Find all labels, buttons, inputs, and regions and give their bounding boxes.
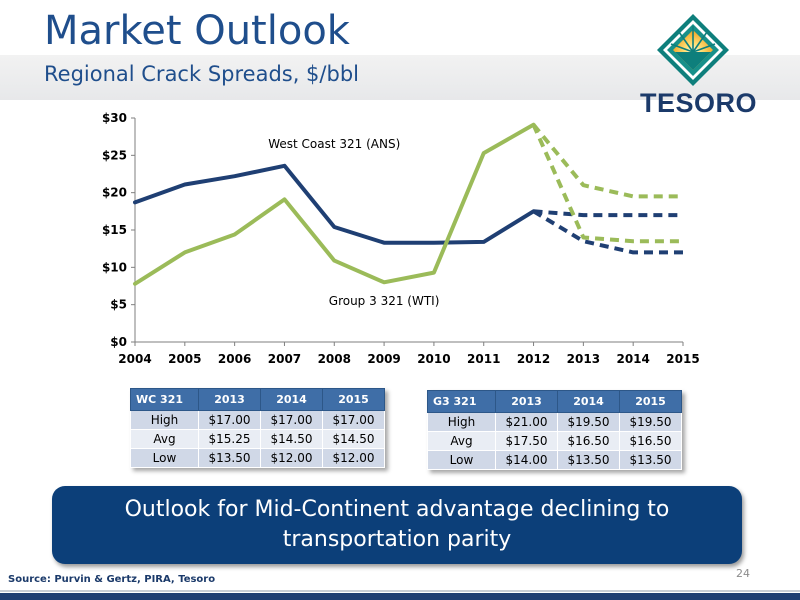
x-tick-label: 2014 xyxy=(616,352,649,366)
y-tick-label: $20 xyxy=(102,186,127,200)
header-band xyxy=(0,55,800,100)
footer-bar xyxy=(0,593,800,600)
table-header-cell: 2013 xyxy=(495,390,558,413)
table-header-cell: 2014 xyxy=(260,388,323,411)
forecast-line xyxy=(531,123,683,199)
table-cell: $17.00 xyxy=(198,410,261,430)
y-tick-label: $0 xyxy=(110,335,127,349)
x-tick-label: 2007 xyxy=(268,352,301,366)
table-row: High $17.00 $17.00 $17.00 xyxy=(130,410,385,430)
x-tick-label: 2010 xyxy=(417,352,450,366)
table-header-cell: 2015 xyxy=(322,388,385,411)
forecast-line xyxy=(533,209,683,218)
callout-text: Outlook for Mid-Continent advantage decl… xyxy=(124,497,670,552)
table-cell: $12.00 xyxy=(322,448,385,468)
table-cell: $14.00 xyxy=(495,450,558,470)
x-tick-label: 2013 xyxy=(567,352,600,366)
table-cell: $14.50 xyxy=(260,429,323,449)
page-number: 24 xyxy=(736,567,750,580)
x-tick-label: 2015 xyxy=(666,352,699,366)
table-cell: $17.00 xyxy=(260,410,323,430)
forecast-line xyxy=(532,209,683,255)
table-cell: $13.50 xyxy=(619,450,682,470)
x-tick-label: 2012 xyxy=(517,352,550,366)
table-cell: High xyxy=(130,410,199,430)
x-tick-label: 2004 xyxy=(118,352,151,366)
table-cell: $17.50 xyxy=(495,431,558,451)
table-header-cell: 2014 xyxy=(557,390,620,413)
tesoro-logo-icon xyxy=(657,14,729,86)
table-cell: Low xyxy=(130,448,199,468)
table-cell: $13.50 xyxy=(557,450,620,470)
footer-divider xyxy=(0,590,800,592)
series-line xyxy=(133,122,536,286)
table-row: Avg $17.50 $16.50 $16.50 xyxy=(427,431,682,451)
y-tick-label: $15 xyxy=(102,223,127,237)
table-header-cell: 2015 xyxy=(619,390,682,413)
series-annotation: Group 3 321 (WTI) xyxy=(329,294,440,308)
table-cell: $12.00 xyxy=(260,448,323,468)
x-tick-label: 2005 xyxy=(168,352,201,366)
table-header-cell: G3 321 xyxy=(427,390,496,413)
x-tick-label: 2008 xyxy=(318,352,351,366)
table-cell: Avg xyxy=(130,429,199,449)
table-cell: Avg xyxy=(427,431,496,451)
table-cell: $19.50 xyxy=(619,412,682,432)
logo-wordmark: TESORO xyxy=(640,88,758,118)
table-header-cell: WC 321 xyxy=(130,388,199,411)
table-cell: $16.50 xyxy=(619,431,682,451)
y-tick-label: $10 xyxy=(102,260,127,274)
table-cell: High xyxy=(427,412,496,432)
table-cell: $21.00 xyxy=(495,412,558,432)
series-line xyxy=(133,163,536,245)
x-tick-label: 2006 xyxy=(218,352,251,366)
table-row: Low $14.00 $13.50 $13.50 xyxy=(427,450,682,470)
y-tick-label: $25 xyxy=(102,148,127,162)
table-cell: Low xyxy=(427,450,496,470)
table-cell: $15.25 xyxy=(198,429,261,449)
g3-321-table: G3 321 2013 2014 2015 High $21.00 $19.50… xyxy=(427,390,682,470)
table-header-cell: 2013 xyxy=(198,388,261,411)
table-row: Low $13.50 $12.00 $12.00 xyxy=(130,448,385,468)
table-cell: $19.50 xyxy=(557,412,620,432)
source-note: Source: Purvin & Gertz, PIRA, Tesoro xyxy=(8,574,216,585)
table-row: Avg $15.25 $14.50 $14.50 xyxy=(130,429,385,449)
series-annotation: West Coast 321 (ANS) xyxy=(268,137,400,151)
crack-spread-chart: $0 $5 $10 $15 $20 $25 $30 2004 2005 2006 2007 2008… xyxy=(102,111,700,366)
table-cell: $16.50 xyxy=(557,431,620,451)
page-title: Market Outlook xyxy=(44,8,350,54)
x-tick-label: 2011 xyxy=(467,352,500,366)
table-cell: $14.50 xyxy=(322,429,385,449)
table-cell: $13.50 xyxy=(198,448,261,468)
y-tick-label: $30 xyxy=(102,111,127,125)
page-subtitle: Regional Crack Spreads, $/bbl xyxy=(44,62,359,86)
callout-box: Outlook for Mid-Continent advantage decl… xyxy=(52,486,742,564)
x-tick-label: 2009 xyxy=(367,352,400,366)
forecast-line xyxy=(531,123,683,244)
table-cell: $17.00 xyxy=(322,410,385,430)
table-row: High $21.00 $19.50 $19.50 xyxy=(427,412,682,432)
y-tick-label: $5 xyxy=(110,298,127,312)
wc-321-table: WC 321 2013 2014 2015 High $17.00 $17.00… xyxy=(130,388,385,468)
